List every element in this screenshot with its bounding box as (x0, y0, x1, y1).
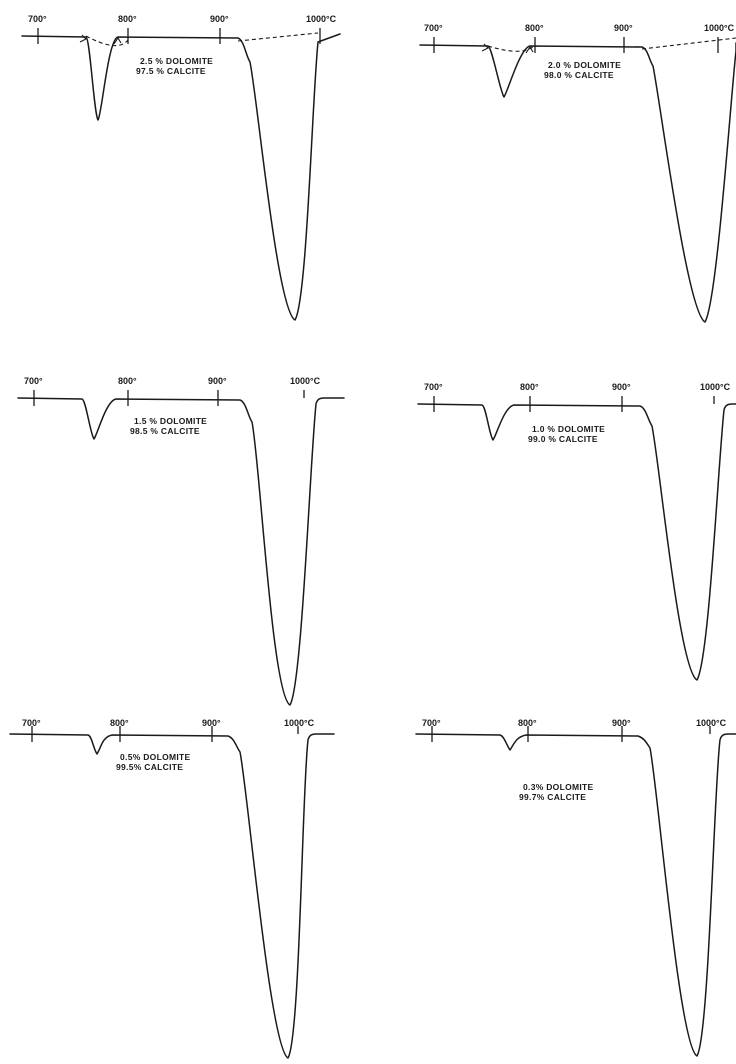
tick-label-700: 700° (424, 382, 443, 392)
dta-curve (21, 33, 341, 321)
end-arrow (113, 36, 122, 45)
dta-curve (419, 42, 736, 323)
calcite-percent-label: 98.5 % CALCITE (130, 426, 200, 436)
tick-label-700: 700° (22, 718, 41, 728)
calcite-percent-label: 97.5 % CALCITE (136, 66, 206, 76)
dta-curve (17, 397, 345, 706)
dta-curve (415, 733, 736, 1057)
dta-curve (417, 403, 736, 681)
dolomite-percent-label: 2.5 % DOLOMITE (140, 56, 213, 66)
tick-label-1000: 1000°C (284, 718, 315, 728)
tick-label-800: 800° (520, 382, 539, 392)
dolomite-percent-label: 0.5% DOLOMITE (120, 752, 191, 762)
tick-label-700: 700° (424, 23, 443, 33)
tick-label-800: 800° (118, 14, 137, 24)
dolomite-percent-label: 0.3% DOLOMITE (523, 782, 594, 792)
tick-label-800: 800° (110, 718, 129, 728)
calcite-baseline-dashed (641, 37, 736, 50)
dolomite-percent-label: 1.5 % DOLOMITE (134, 416, 207, 426)
tick-label-900: 900° (202, 718, 221, 728)
dolomite-percent-label: 1.0 % DOLOMITE (532, 424, 605, 434)
dolomite-percent-label: 2.0 % DOLOMITE (548, 60, 621, 70)
dolomite-baseline-dashed (487, 44, 536, 52)
tick-label-800: 800° (118, 376, 137, 386)
tick-label-1000: 1000°C (290, 376, 321, 386)
onset-arrow (481, 43, 489, 52)
tick-label-900: 900° (210, 14, 229, 24)
tick-label-900: 900° (614, 23, 633, 33)
calcite-percent-label: 99.5% CALCITE (116, 762, 183, 772)
tick-label-900: 900° (612, 382, 631, 392)
calcite-baseline-dashed (237, 32, 319, 42)
tick-label-1000: 1000°C (306, 14, 337, 24)
calcite-percent-label: 99.0 % CALCITE (528, 434, 598, 444)
tick-label-1000: 1000°C (704, 23, 735, 33)
tick-label-900: 900° (612, 718, 631, 728)
tick-label-800: 800° (518, 718, 537, 728)
onset-arrow (79, 34, 87, 43)
tick-label-1000: 1000°C (696, 718, 727, 728)
tick-label-1000: 1000°C (700, 382, 731, 392)
tick-label-700: 700° (422, 718, 441, 728)
tick-label-700: 700° (24, 376, 43, 386)
end-arrow (525, 45, 534, 54)
calcite-percent-label: 99.7% CALCITE (519, 792, 586, 802)
calcite-percent-label: 98.0 % CALCITE (544, 70, 614, 80)
tick-label-700: 700° (28, 14, 47, 24)
tick-label-900: 900° (208, 376, 227, 386)
dta-curve (9, 733, 335, 1059)
dolomite-baseline-dashed (85, 35, 129, 47)
tick-label-800: 800° (525, 23, 544, 33)
